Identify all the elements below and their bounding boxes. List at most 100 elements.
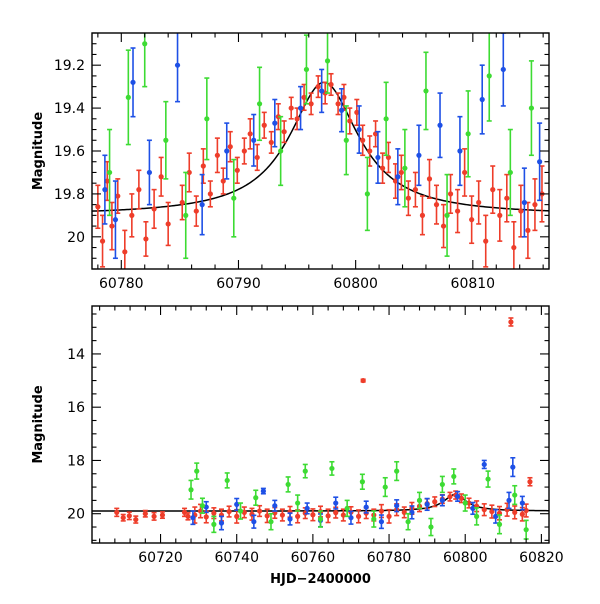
top-series-2-point-13	[383, 81, 389, 157]
bottom-series-2-point-27	[512, 484, 518, 506]
top-series-0-point-30	[301, 83, 307, 112]
bottom-series-1-point-13	[378, 514, 385, 530]
data-point	[394, 503, 400, 509]
bottom-panel: 60720 60740 60760 60780 60800 60820 14 16 18 20 Ma…	[31, 305, 564, 587]
data-point	[490, 187, 496, 193]
data-point	[382, 484, 388, 490]
data-point	[207, 191, 213, 197]
top-series-0-point-58	[490, 165, 496, 215]
top-y-axis-label: Magnitude	[31, 112, 46, 191]
data-point	[416, 497, 423, 503]
bottom-series-2-point-1	[194, 462, 200, 480]
bottom-series-0-point-46	[458, 493, 465, 504]
top-series-0-point-9	[151, 188, 157, 230]
bottom-series-0-point-0	[114, 507, 120, 518]
data-point	[343, 137, 349, 143]
data-point	[261, 122, 267, 128]
bottom-series-1-point-19	[470, 501, 476, 516]
data-point	[378, 508, 385, 514]
data-point	[527, 479, 533, 485]
top-series-0-point-31	[308, 92, 314, 116]
bottom-series-2-point-12	[329, 460, 335, 476]
bottom-series-1-point-15	[409, 505, 415, 520]
data-point	[340, 512, 346, 518]
data-point	[310, 512, 316, 518]
data-point	[226, 508, 232, 515]
data-point	[493, 513, 499, 519]
data-point	[279, 512, 286, 518]
data-point	[508, 319, 514, 325]
top-series-2-point-19	[507, 128, 513, 217]
data-point	[341, 94, 347, 100]
data-point	[179, 199, 185, 206]
top-data	[92, 33, 549, 269]
data-point	[497, 212, 503, 218]
data-point	[383, 116, 389, 122]
data-point	[385, 154, 392, 161]
data-point	[412, 187, 419, 193]
bottom-series-0-point-36	[386, 508, 392, 524]
bottom-series-1-point-12	[363, 500, 369, 514]
data-point	[174, 62, 181, 68]
bottom-series-0-point-18	[256, 504, 263, 518]
top-series-0-point-37	[347, 107, 353, 135]
data-point	[125, 94, 131, 100]
top-series-1-point-16	[437, 92, 443, 159]
data-point	[356, 126, 362, 133]
data-point	[359, 479, 365, 485]
data-point	[211, 510, 217, 516]
top-series-1-point-12	[356, 105, 362, 154]
bottom-series-0-point-3	[133, 515, 139, 524]
top-series-2-point-6	[231, 158, 237, 238]
data-point	[194, 468, 200, 474]
data-point	[392, 178, 399, 184]
data-point	[231, 195, 237, 201]
top-series-2-point-5	[204, 77, 210, 161]
data-point	[360, 137, 366, 143]
data-point	[234, 501, 240, 507]
data-point	[99, 238, 106, 244]
bottom-x-tick-label: 60760	[291, 550, 336, 566]
data-point	[288, 105, 294, 111]
data-point	[237, 508, 244, 514]
bottom-series-1-point-23	[510, 456, 516, 478]
data-point	[193, 208, 199, 214]
top-series-2-point-9	[303, 34, 310, 105]
top-series-1-point-4	[174, 33, 181, 103]
data-point	[469, 217, 475, 223]
top-series-0-point-57	[483, 214, 489, 268]
data-point	[465, 131, 471, 137]
bottom-series-0-point-54	[512, 505, 518, 520]
data-point	[439, 481, 445, 488]
data-point	[224, 148, 230, 154]
data-point	[455, 208, 461, 214]
top-series-0-point-25	[268, 130, 274, 154]
bottom-x-tick-label: 60820	[519, 550, 564, 566]
data-point	[143, 236, 149, 242]
data-point	[302, 468, 308, 474]
top-series-2-point-20	[528, 60, 535, 157]
top-series-2-point-1	[125, 49, 131, 146]
top-series-1-point-3	[146, 139, 153, 206]
bottom-series-0-point-50	[489, 504, 495, 519]
data-point	[218, 520, 225, 526]
data-point	[285, 481, 291, 488]
top-series-2-point-16	[444, 173, 450, 257]
data-point	[146, 169, 153, 176]
top-series-0-point-56	[476, 180, 482, 225]
bottom-series-2-point-15	[371, 510, 377, 528]
data-point	[325, 513, 331, 519]
bottom-series-2-point-11	[317, 510, 324, 528]
top-series-0-point-32	[315, 75, 321, 99]
data-point	[214, 152, 220, 158]
data-point	[523, 507, 529, 514]
data-point	[256, 508, 263, 514]
top-series-2	[106, 33, 535, 260]
data-point	[188, 487, 194, 493]
data-point	[254, 154, 260, 161]
data-point	[354, 109, 360, 115]
data-point	[523, 527, 529, 533]
top-series-0-point-34	[328, 72, 334, 97]
bottom-series-0-point-38	[401, 506, 407, 519]
data-point	[437, 122, 443, 128]
